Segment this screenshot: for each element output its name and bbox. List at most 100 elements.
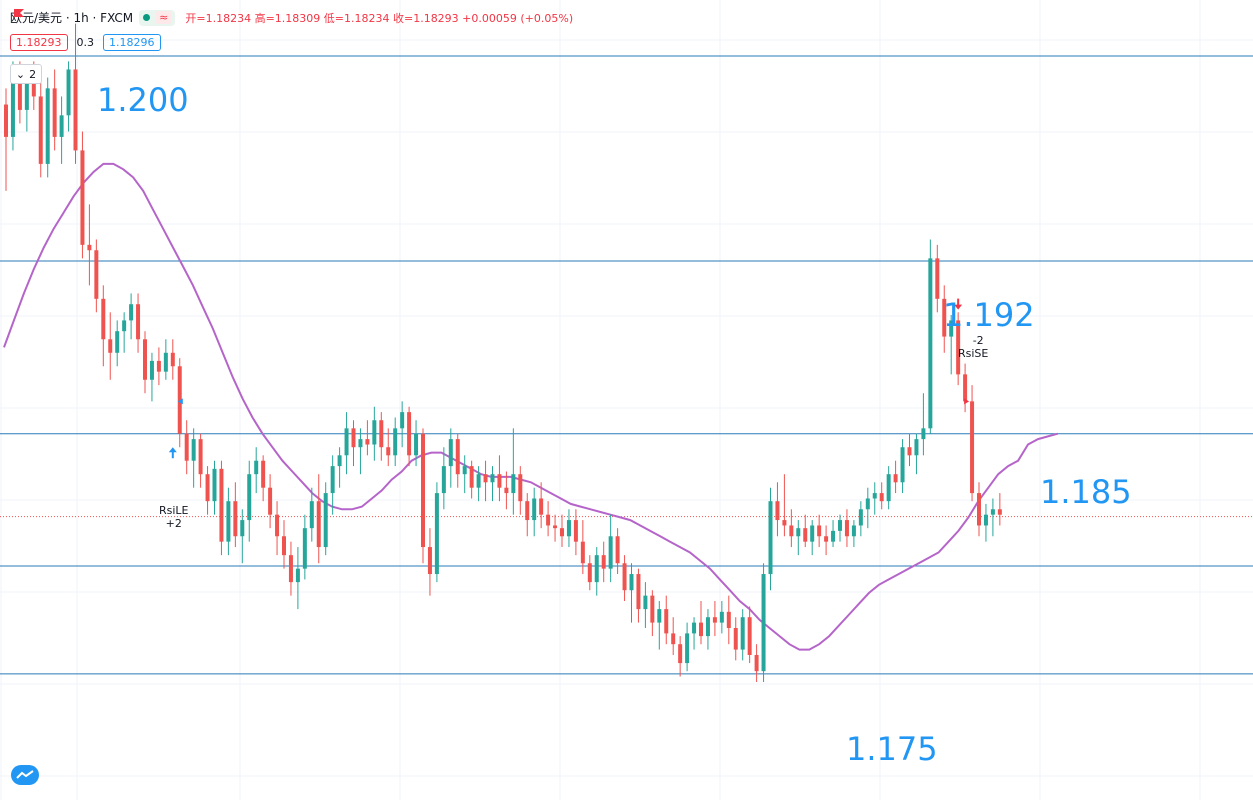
candle-body: [712, 617, 717, 623]
candle-body: [740, 617, 745, 650]
candle-body: [170, 352, 175, 367]
annotation-level-1192: 1.192: [943, 296, 1035, 334]
candle-body: [733, 628, 738, 650]
candle-body: [865, 498, 870, 510]
candle-body: [726, 611, 731, 629]
candle-body: [247, 474, 252, 521]
candle-body: [886, 474, 891, 502]
candle-body: [566, 520, 571, 537]
buy-price-button[interactable]: 1.18296: [103, 34, 161, 51]
candle-body: [587, 563, 592, 583]
candle-body: [657, 609, 662, 623]
candle-body: [956, 320, 961, 375]
candle-body: [254, 460, 259, 475]
candle-body: [462, 466, 467, 475]
candle-body: [59, 115, 64, 137]
candle-body: [212, 468, 217, 502]
candle-body: [601, 555, 606, 569]
chevron-down-icon: ⌄: [15, 67, 26, 81]
candle-body: [219, 468, 224, 542]
sell-price-button[interactable]: 1.18293: [10, 34, 68, 51]
candle-body: [768, 501, 773, 575]
candle-body: [365, 439, 370, 445]
candle-body: [518, 474, 523, 502]
candle-body: [636, 574, 641, 610]
candle-body: [692, 622, 697, 634]
candle-body: [143, 339, 147, 380]
candle-body: [900, 447, 905, 483]
candle-body: [156, 360, 161, 372]
quote-row: 1.18293 0.3 1.18296: [10, 34, 161, 51]
candle-body: [295, 568, 300, 583]
candle-body: [511, 474, 516, 494]
candle-body: [4, 104, 8, 137]
candle-body: [184, 433, 189, 461]
candle-body: [122, 320, 127, 332]
candle-body: [198, 439, 203, 475]
long-signal-qty: +2: [165, 517, 182, 530]
candle-body: [977, 493, 981, 526]
candle-body: [761, 574, 766, 672]
candle-body: [678, 644, 683, 664]
candle-body: [191, 439, 196, 461]
market-open-dot-icon: [143, 14, 151, 21]
candle-body: [163, 352, 168, 372]
candle-body: [302, 528, 307, 569]
short-signal-label: -2 RsiSE: [958, 334, 988, 360]
candle-body: [441, 466, 446, 494]
candle-body: [17, 69, 22, 110]
candle-body: [650, 595, 655, 623]
candle-body: [94, 250, 99, 299]
candle-body: [935, 258, 940, 299]
candle-body: [942, 298, 947, 337]
candle-body: [594, 555, 599, 583]
candle-body: [824, 536, 829, 542]
candle-body: [775, 501, 780, 521]
candle-body: [101, 298, 106, 340]
candle-body: [949, 320, 954, 337]
candle-body: [963, 374, 968, 402]
candle-body: [719, 611, 724, 623]
candle-body: [622, 563, 627, 591]
flag-icon[interactable]: [14, 9, 24, 20]
tradingview-logo-icon[interactable]: [11, 765, 39, 785]
candle-body: [671, 633, 676, 645]
candle-body: [483, 474, 488, 483]
candle-body: [400, 412, 405, 429]
candle-body: [261, 460, 266, 488]
long-signal-name: RsiLE: [159, 504, 189, 517]
candle-body: [10, 69, 15, 137]
candle-body: [240, 520, 245, 537]
candle-body: [525, 501, 530, 521]
candle-body: [52, 88, 57, 137]
candle-body: [330, 466, 335, 494]
candle-body: [803, 528, 808, 542]
symbol-title[interactable]: 欧元/美元 · 1h · FXCM: [10, 11, 134, 25]
candle-body: [73, 69, 78, 151]
candle-body: [80, 150, 85, 245]
candle-body: [546, 514, 551, 526]
candle-body: [421, 433, 425, 548]
candle-body: [629, 574, 634, 591]
candle-body: [838, 520, 842, 531]
symbol-header: 欧元/美元 · 1h · FXCM ≈ 开=1.18234 高=1.18309 …: [10, 9, 573, 26]
short-signal-name: RsiSE: [958, 347, 989, 360]
candle-body: [275, 514, 280, 537]
candle-body: [914, 439, 919, 456]
candle-body: [129, 304, 134, 321]
candle-body: [87, 244, 92, 251]
candle-body: [844, 520, 849, 537]
candle-body: [344, 428, 349, 456]
candle-body: [282, 536, 286, 556]
indicator-count: 2: [29, 67, 37, 81]
candle-body: [580, 541, 585, 564]
market-status-pill[interactable]: ≈: [139, 9, 176, 26]
candle-body: [414, 433, 419, 456]
candle-body: [664, 609, 669, 634]
long-signal-label: RsiLE +2: [159, 504, 189, 530]
candle-body: [434, 493, 439, 575]
candle-body: [997, 509, 1002, 515]
indicators-collapse-button[interactable]: ⌄ 2: [10, 64, 42, 84]
